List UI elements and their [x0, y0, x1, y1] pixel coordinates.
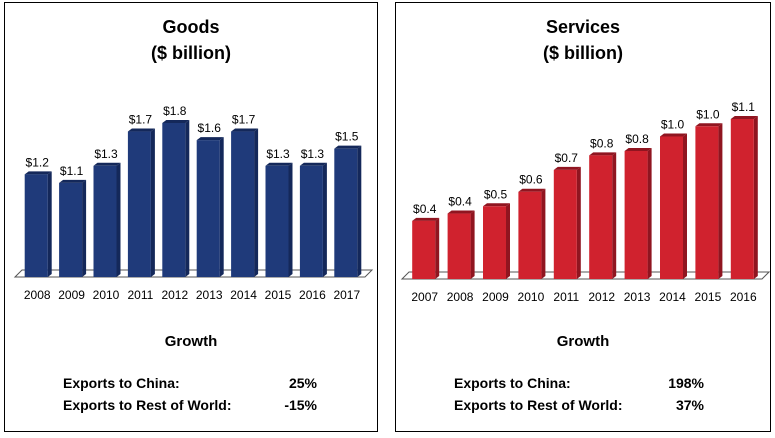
goods-data-label-2017: $1.5 — [335, 130, 359, 144]
goods-panel: Goods ($ billion) $1.2 2008 $1.1 2009 $1.3 20… — [4, 2, 378, 432]
goods-bar-2015 — [265, 162, 293, 277]
goods-tick-label-2012: 2012 — [161, 288, 188, 302]
goods-data-label-2012: $1.8 — [163, 104, 187, 118]
goods-bar-chart: $1.2 2008 $1.1 2009 $1.3 2010 $1.7 2011 $1.8 2012… — [13, 104, 374, 302]
goods-tick-label-2008: 2008 — [24, 288, 51, 302]
goods-data-label-2015: $1.3 — [266, 147, 290, 161]
services-stat-china-value: 198% — [668, 375, 704, 391]
services-data-label-2011: $0.7 — [555, 151, 579, 165]
services-data-label-2016: $1.1 — [732, 100, 756, 114]
services-tick-label-2007: 2007 — [411, 290, 438, 304]
services-bar-2010 — [518, 188, 546, 279]
services-bar-2008 — [447, 210, 475, 279]
services-tick-label-2009: 2009 — [482, 290, 509, 304]
goods-bar-2014 — [231, 128, 259, 277]
services-data-label-2010: $0.6 — [519, 173, 543, 187]
services-tick-label-2014: 2014 — [659, 290, 686, 304]
goods-data-label-2011: $1.7 — [129, 113, 153, 127]
goods-tick-label-2009: 2009 — [58, 288, 85, 302]
services-bar-2009 — [483, 203, 510, 279]
goods-tick-label-2015: 2015 — [265, 288, 292, 302]
goods-stat-row-value: -15% — [284, 397, 317, 413]
goods-bar-2010 — [93, 162, 121, 277]
goods-tick-label-2014: 2014 — [230, 288, 257, 302]
services-bar-2012 — [589, 152, 617, 279]
services-bar-2016 — [730, 116, 758, 279]
goods-bar-2016 — [299, 162, 327, 277]
goods-tick-label-2017: 2017 — [333, 288, 360, 302]
goods-bar-2017 — [334, 145, 362, 277]
goods-tick-label-2016: 2016 — [299, 288, 326, 302]
goods-tick-label-2011: 2011 — [127, 288, 153, 302]
services-stat-row-label: Exports to Rest of World: — [454, 397, 623, 413]
goods-bar-2012 — [162, 120, 190, 277]
services-data-label-2014: $1.0 — [661, 117, 685, 131]
goods-data-label-2009: $1.1 — [60, 164, 84, 178]
goods-data-label-2013: $1.6 — [198, 121, 222, 135]
services-tick-label-2011: 2011 — [553, 290, 579, 304]
goods-data-label-2014: $1.7 — [232, 113, 256, 127]
goods-growth-heading: Growth — [164, 333, 218, 350]
services-data-label-2009: $0.5 — [484, 187, 508, 201]
goods-data-label-2016: $1.3 — [301, 147, 325, 161]
services-tick-label-2013: 2013 — [624, 290, 651, 304]
goods-bar-2009 — [59, 179, 87, 277]
services-tick-label-2012: 2012 — [588, 290, 615, 304]
services-tick-label-2015: 2015 — [695, 290, 722, 304]
services-panel: Services ($ billion) $0.4 2007 $0.4 2008 $0.… — [395, 2, 771, 432]
services-tick-label-2016: 2016 — [730, 290, 757, 304]
services-growth-heading: Growth — [556, 333, 610, 350]
goods-stat-row-label: Exports to Rest of World: — [63, 397, 232, 413]
goods-tick-label-2010: 2010 — [93, 288, 120, 302]
goods-tick-label-2013: 2013 — [196, 288, 223, 302]
services-stat-china-label: Exports to China: — [454, 375, 571, 391]
goods-data-label-2008: $1.2 — [26, 155, 50, 169]
goods-data-label-2010: $1.3 — [94, 147, 118, 161]
goods-bar-2008 — [24, 171, 52, 277]
services-bar-2014 — [660, 133, 687, 279]
services-data-label-2013: $0.8 — [625, 132, 649, 146]
services-title: Services — [545, 17, 621, 37]
services-stat-row-value: 37% — [675, 397, 704, 413]
services-data-label-2012: $0.8 — [590, 136, 614, 150]
services-bar-2007 — [412, 217, 440, 279]
services-data-label-2008: $0.4 — [448, 195, 472, 209]
goods-title-unit: ($ billion) — [151, 43, 231, 63]
goods-stat-china-label: Exports to China: — [63, 375, 180, 391]
services-tick-label-2010: 2010 — [518, 290, 545, 304]
services-bar-2013 — [624, 148, 652, 279]
services-data-label-2015: $1.0 — [696, 107, 720, 121]
goods-bar-2013 — [196, 137, 224, 277]
services-title-unit: ($ billion) — [543, 43, 623, 63]
goods-title: Goods — [162, 17, 220, 37]
services-bar-2015 — [695, 123, 723, 279]
services-bar-2011 — [553, 166, 581, 279]
services-data-label-2007: $0.4 — [413, 202, 437, 216]
services-bar-chart: $0.4 2007 $0.4 2008 $0.5 2009 $0.6 2010 $0.7 2011… — [400, 100, 770, 304]
goods-stat-china-value: 25% — [288, 375, 317, 391]
goods-bar-2011 — [127, 128, 155, 277]
services-tick-label-2008: 2008 — [447, 290, 474, 304]
